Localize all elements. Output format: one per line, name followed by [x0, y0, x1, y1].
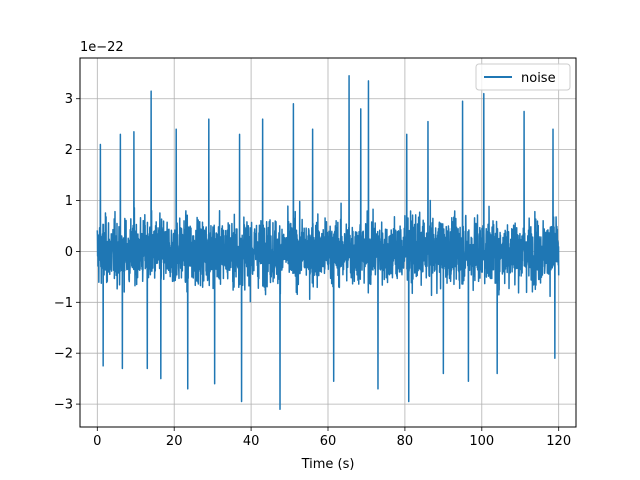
x-axis-label: Time (s)	[301, 457, 355, 472]
series-layer	[96, 75, 560, 410]
y-tick-label: 1	[65, 194, 73, 209]
x-tick-label: 20	[166, 434, 183, 449]
y-tick-label: −1	[54, 296, 73, 311]
legend-label-noise: noise	[521, 71, 556, 86]
x-tick-label: 0	[93, 434, 101, 449]
x-tick-label: 120	[546, 434, 571, 449]
x-tick-label: 40	[243, 434, 260, 449]
y-tick-label: 2	[65, 143, 73, 158]
x-tick-label: 100	[469, 434, 494, 449]
y-offset-label: 1e−22	[80, 40, 124, 55]
tick-layer: 0 20 40 60 80 100 120 −3 −2 −1 0 1 2 3	[54, 92, 571, 449]
y-tick-label: 0	[65, 245, 73, 260]
y-tick-label: 3	[65, 92, 73, 107]
y-tick-label: −2	[54, 347, 73, 362]
series-line-noise	[96, 75, 560, 410]
legend-box	[475, 63, 571, 91]
x-tick-label: 80	[397, 434, 414, 449]
x-tick-label: 60	[320, 434, 337, 449]
y-tick-label: −3	[54, 398, 73, 413]
legend: noise	[475, 63, 571, 91]
